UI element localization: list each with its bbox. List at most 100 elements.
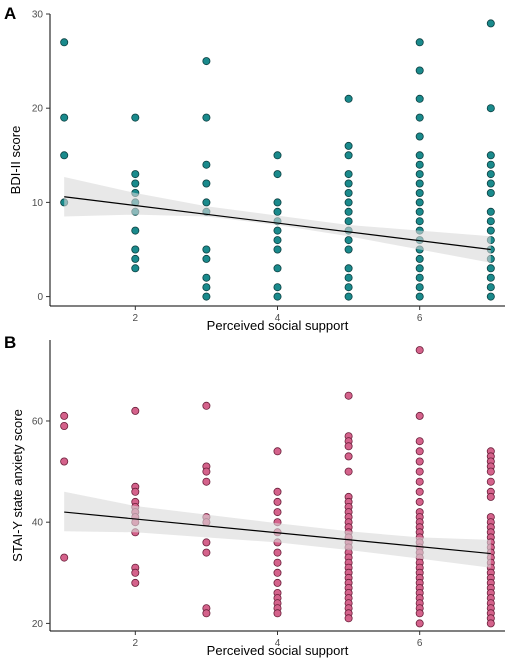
data-point bbox=[486, 217, 495, 226]
data-point bbox=[344, 170, 353, 179]
panel-a: 2 4 6 0 10 20 30 Perceived social support BDI-II… bbox=[8, 10, 505, 333]
data-point bbox=[486, 207, 495, 216]
data-point bbox=[273, 487, 282, 496]
data-point bbox=[415, 457, 424, 466]
data-point bbox=[415, 292, 424, 301]
data-point bbox=[344, 442, 353, 451]
data-point bbox=[131, 254, 140, 263]
data-point bbox=[273, 508, 282, 517]
data-point bbox=[131, 568, 140, 577]
data-point bbox=[415, 94, 424, 103]
data-point bbox=[273, 236, 282, 245]
data-point bbox=[486, 160, 495, 169]
data-point bbox=[486, 283, 495, 292]
data-point bbox=[60, 411, 69, 420]
data-point bbox=[273, 292, 282, 301]
data-point bbox=[131, 487, 140, 496]
data-point bbox=[415, 198, 424, 207]
data-point bbox=[273, 226, 282, 235]
data-point bbox=[415, 151, 424, 160]
data-point bbox=[202, 179, 211, 188]
data-point bbox=[415, 207, 424, 216]
regression-line bbox=[64, 511, 491, 555]
data-point bbox=[344, 188, 353, 197]
data-point bbox=[415, 38, 424, 47]
data-point bbox=[415, 113, 424, 122]
data-point bbox=[202, 273, 211, 282]
data-point bbox=[415, 447, 424, 456]
data-point bbox=[415, 437, 424, 446]
data-point bbox=[131, 245, 140, 254]
data-point bbox=[202, 113, 211, 122]
data-point bbox=[344, 467, 353, 476]
x-tick-label: 2 bbox=[133, 313, 139, 324]
data-point bbox=[415, 264, 424, 273]
data-point bbox=[131, 578, 140, 587]
data-point bbox=[486, 264, 495, 273]
data-point bbox=[273, 207, 282, 216]
data-point bbox=[60, 113, 69, 122]
data-point bbox=[202, 245, 211, 254]
data-point bbox=[415, 170, 424, 179]
data-point bbox=[415, 254, 424, 263]
data-point bbox=[60, 38, 69, 47]
confidence-band bbox=[64, 177, 491, 263]
data-point bbox=[415, 283, 424, 292]
data-point bbox=[273, 264, 282, 273]
y-tick-label: 40 bbox=[32, 518, 44, 529]
panel-letter-b: B bbox=[4, 333, 17, 352]
data-point bbox=[486, 467, 495, 476]
data-point bbox=[415, 467, 424, 476]
y-axis-title: BDI-II score bbox=[8, 126, 23, 195]
data-point bbox=[202, 57, 211, 66]
data-point bbox=[344, 283, 353, 292]
data-point bbox=[415, 619, 424, 628]
data-point bbox=[131, 170, 140, 179]
data-point bbox=[344, 452, 353, 461]
data-point bbox=[344, 179, 353, 188]
data-point bbox=[60, 151, 69, 160]
data-point bbox=[415, 497, 424, 506]
x-tick-label: 6 bbox=[417, 313, 423, 324]
data-point bbox=[273, 198, 282, 207]
y-tick-label: 0 bbox=[37, 292, 43, 303]
x-axis-title: Perceived social support bbox=[207, 643, 349, 658]
data-point bbox=[486, 492, 495, 501]
data-point bbox=[344, 94, 353, 103]
data-point bbox=[344, 236, 353, 245]
y-tick-label: 20 bbox=[32, 619, 44, 630]
data-point bbox=[486, 477, 495, 486]
data-point bbox=[273, 245, 282, 254]
data-point bbox=[273, 151, 282, 160]
regression-line bbox=[64, 196, 491, 251]
data-point bbox=[415, 273, 424, 282]
data-point bbox=[273, 609, 282, 618]
data-point bbox=[60, 553, 69, 562]
panel-b: 2 4 6 20 40 60 Perceived social support STAI-Y … bbox=[10, 340, 505, 658]
data-point bbox=[486, 104, 495, 113]
data-point bbox=[344, 151, 353, 160]
data-point bbox=[344, 217, 353, 226]
data-point bbox=[202, 198, 211, 207]
data-point bbox=[202, 548, 211, 557]
x-tick-label: 4 bbox=[275, 638, 281, 649]
data-point bbox=[415, 346, 424, 355]
data-point bbox=[344, 292, 353, 301]
data-point bbox=[273, 447, 282, 456]
data-point bbox=[273, 558, 282, 567]
x-tick-label: 2 bbox=[133, 638, 139, 649]
data-point bbox=[415, 66, 424, 75]
data-point bbox=[344, 207, 353, 216]
y-tick-label: 20 bbox=[32, 104, 44, 115]
data-point bbox=[273, 548, 282, 557]
data-point bbox=[486, 619, 495, 628]
data-point bbox=[344, 264, 353, 273]
data-point bbox=[486, 151, 495, 160]
data-point bbox=[486, 170, 495, 179]
data-point bbox=[273, 497, 282, 506]
data-point bbox=[344, 391, 353, 400]
data-point bbox=[202, 283, 211, 292]
data-point bbox=[344, 614, 353, 623]
data-point bbox=[131, 226, 140, 235]
